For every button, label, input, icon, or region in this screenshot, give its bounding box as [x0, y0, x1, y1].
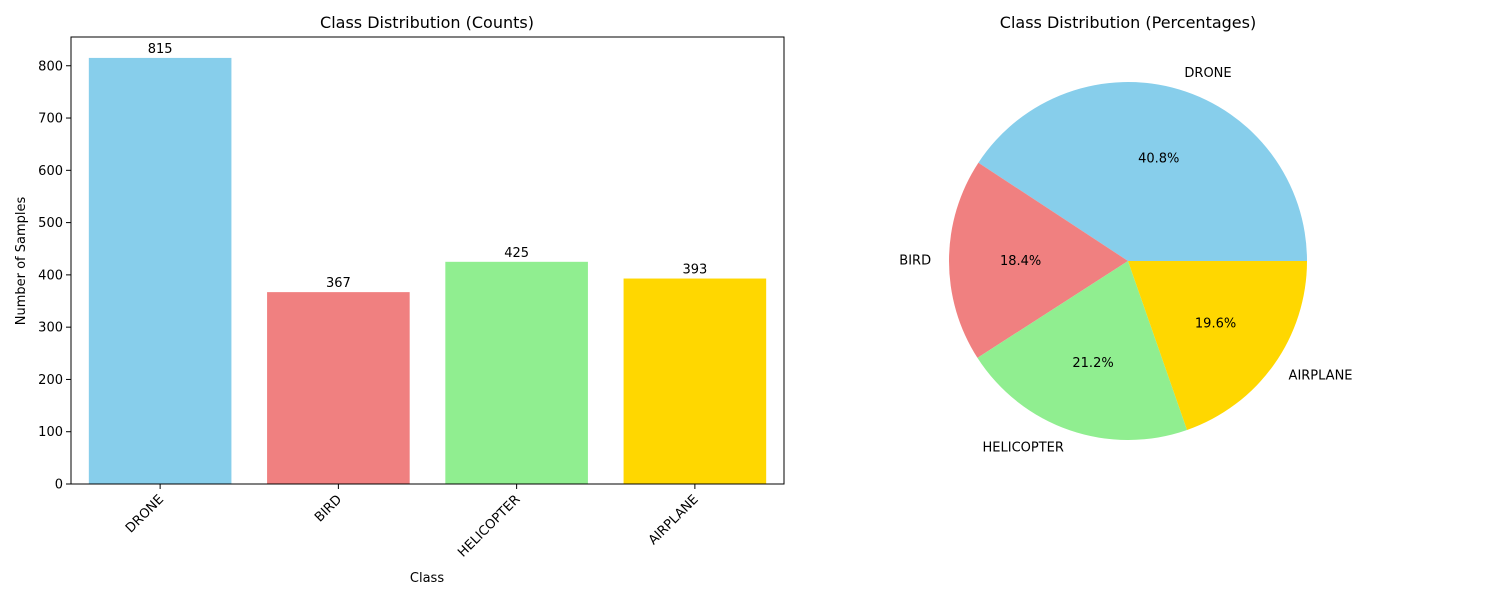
y-tick-label: 500 — [38, 216, 63, 231]
bar-value-label: 367 — [326, 276, 351, 291]
pie-chart: Class Distribution (Percentages) 40.8% DR… — [899, 13, 1352, 456]
bar-bird — [267, 292, 410, 484]
y-tick-label: 400 — [38, 268, 63, 283]
bar-plot-area: 815 DRONE 367 BIRD 425 HELICOPTER 393 AIRPLANE 0… — [38, 36, 785, 560]
pie-percent-label: 18.4% — [1000, 254, 1041, 269]
bar-chart-title: Class Distribution (Counts) — [320, 13, 534, 32]
pie-percent-label: 19.6% — [1195, 317, 1236, 332]
bar-value-label: 815 — [148, 42, 173, 57]
bar-helicopter — [445, 261, 588, 484]
pie-percent-label: 21.2% — [1072, 356, 1113, 371]
y-tick-label: 100 — [38, 425, 63, 440]
x-tick-label: AIRPLANE — [646, 492, 702, 548]
pie-slice-bird — [948, 162, 1128, 358]
pie-category-label: DRONE — [1184, 66, 1231, 81]
y-tick-label: 600 — [38, 164, 63, 179]
pie-slice-helicopter — [977, 261, 1188, 440]
x-tick-label: HELICOPTER — [455, 492, 523, 560]
pie-plot-area: 40.8% DRONE 18.4% BIRD 21.2% HELICOPTER 19.6% A… — [899, 66, 1352, 456]
y-tick-label: 300 — [38, 321, 63, 336]
y-tick-label: 200 — [38, 373, 63, 388]
pie-slice-airplane — [1128, 261, 1307, 430]
bar-axes-frame — [70, 36, 785, 485]
bar-x-axis-label: Class — [410, 571, 444, 586]
bar-value-label: 393 — [682, 263, 707, 278]
pie-category-label: AIRPLANE — [1289, 368, 1353, 383]
bar-chart: Class Distribution (Counts) 815 DRONE 367 B… — [14, 13, 785, 586]
y-tick-label: 700 — [38, 112, 63, 127]
bar-drone — [88, 57, 232, 484]
bar-y-axis-label: Number of Samples — [14, 197, 29, 326]
bar-value-label: 425 — [504, 246, 529, 261]
pie-chart-title: Class Distribution (Percentages) — [1000, 13, 1256, 32]
pie-percent-label: 40.8% — [1138, 152, 1179, 167]
pie-slice-drone — [978, 81, 1307, 262]
x-tick-label: BIRD — [312, 492, 345, 525]
y-tick-label: 800 — [38, 59, 63, 74]
pie-category-label: BIRD — [899, 254, 931, 269]
pie-category-label: HELICOPTER — [983, 441, 1064, 456]
bar-airplane — [623, 278, 767, 484]
x-tick-label: DRONE — [123, 492, 167, 536]
y-tick-label: 0 — [55, 478, 63, 493]
